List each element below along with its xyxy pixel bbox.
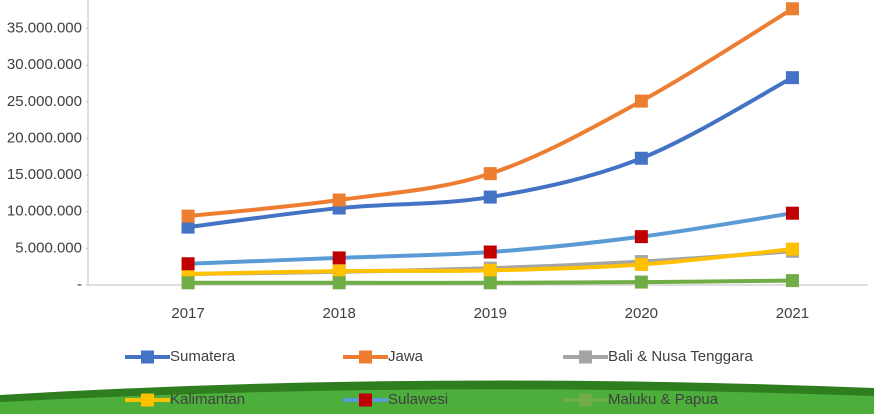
point-marker	[785, 274, 799, 288]
legend-label: Kalimantan	[170, 391, 245, 408]
point-marker	[181, 209, 195, 223]
series-line	[187, 75, 794, 230]
legend-marker	[579, 350, 592, 364]
x-tick-label: 2019	[474, 305, 507, 322]
legend-marker	[141, 350, 154, 364]
y-tick-label: 5.000.000	[15, 239, 82, 256]
y-tick-label: 15.000.000	[7, 166, 82, 183]
legend-marker	[359, 393, 372, 407]
point-marker	[181, 220, 195, 234]
point-marker	[483, 190, 497, 204]
point-marker	[332, 193, 346, 207]
x-tick-label: 2018	[322, 305, 355, 322]
legend-marker	[579, 393, 592, 407]
legend-label: Bali & Nusa Tenggara	[608, 348, 753, 365]
point-marker	[483, 167, 497, 181]
point-marker	[634, 151, 648, 165]
point-marker	[483, 263, 497, 277]
x-tick-label: 2020	[625, 305, 658, 322]
point-marker	[181, 257, 195, 271]
y-tick-label: 10.000.000	[7, 203, 82, 220]
legend-label: Maluku & Papua	[608, 391, 719, 408]
point-marker	[634, 94, 648, 108]
y-tick-label: 20.000.000	[7, 129, 82, 146]
legend-label: Sumatera	[170, 348, 236, 365]
point-marker	[785, 242, 799, 256]
y-tick-label: 25.000.000	[7, 93, 82, 110]
decor-swoosh	[0, 389, 874, 414]
point-marker	[483, 245, 497, 259]
point-marker	[634, 257, 648, 271]
point-marker	[634, 275, 648, 289]
point-marker	[785, 71, 799, 85]
point-marker	[483, 276, 497, 290]
point-marker	[332, 264, 346, 278]
y-tick-label: 30.000.000	[7, 56, 82, 73]
x-tick-label: 2021	[776, 305, 809, 322]
y-tick-label: 35.000.000	[7, 20, 82, 37]
point-marker	[785, 2, 799, 16]
series-line	[187, 7, 794, 219]
legend-label: Sulawesi	[388, 391, 448, 408]
point-marker	[332, 276, 346, 290]
point-marker	[634, 230, 648, 244]
legend-label: Jawa	[388, 348, 424, 365]
y-tick-label: -	[77, 276, 82, 293]
point-marker	[181, 276, 195, 290]
x-tick-label: 2017	[171, 305, 204, 322]
point-marker	[785, 206, 799, 220]
legend-marker	[141, 393, 154, 407]
legend-marker	[359, 350, 372, 364]
point-marker	[332, 251, 346, 265]
